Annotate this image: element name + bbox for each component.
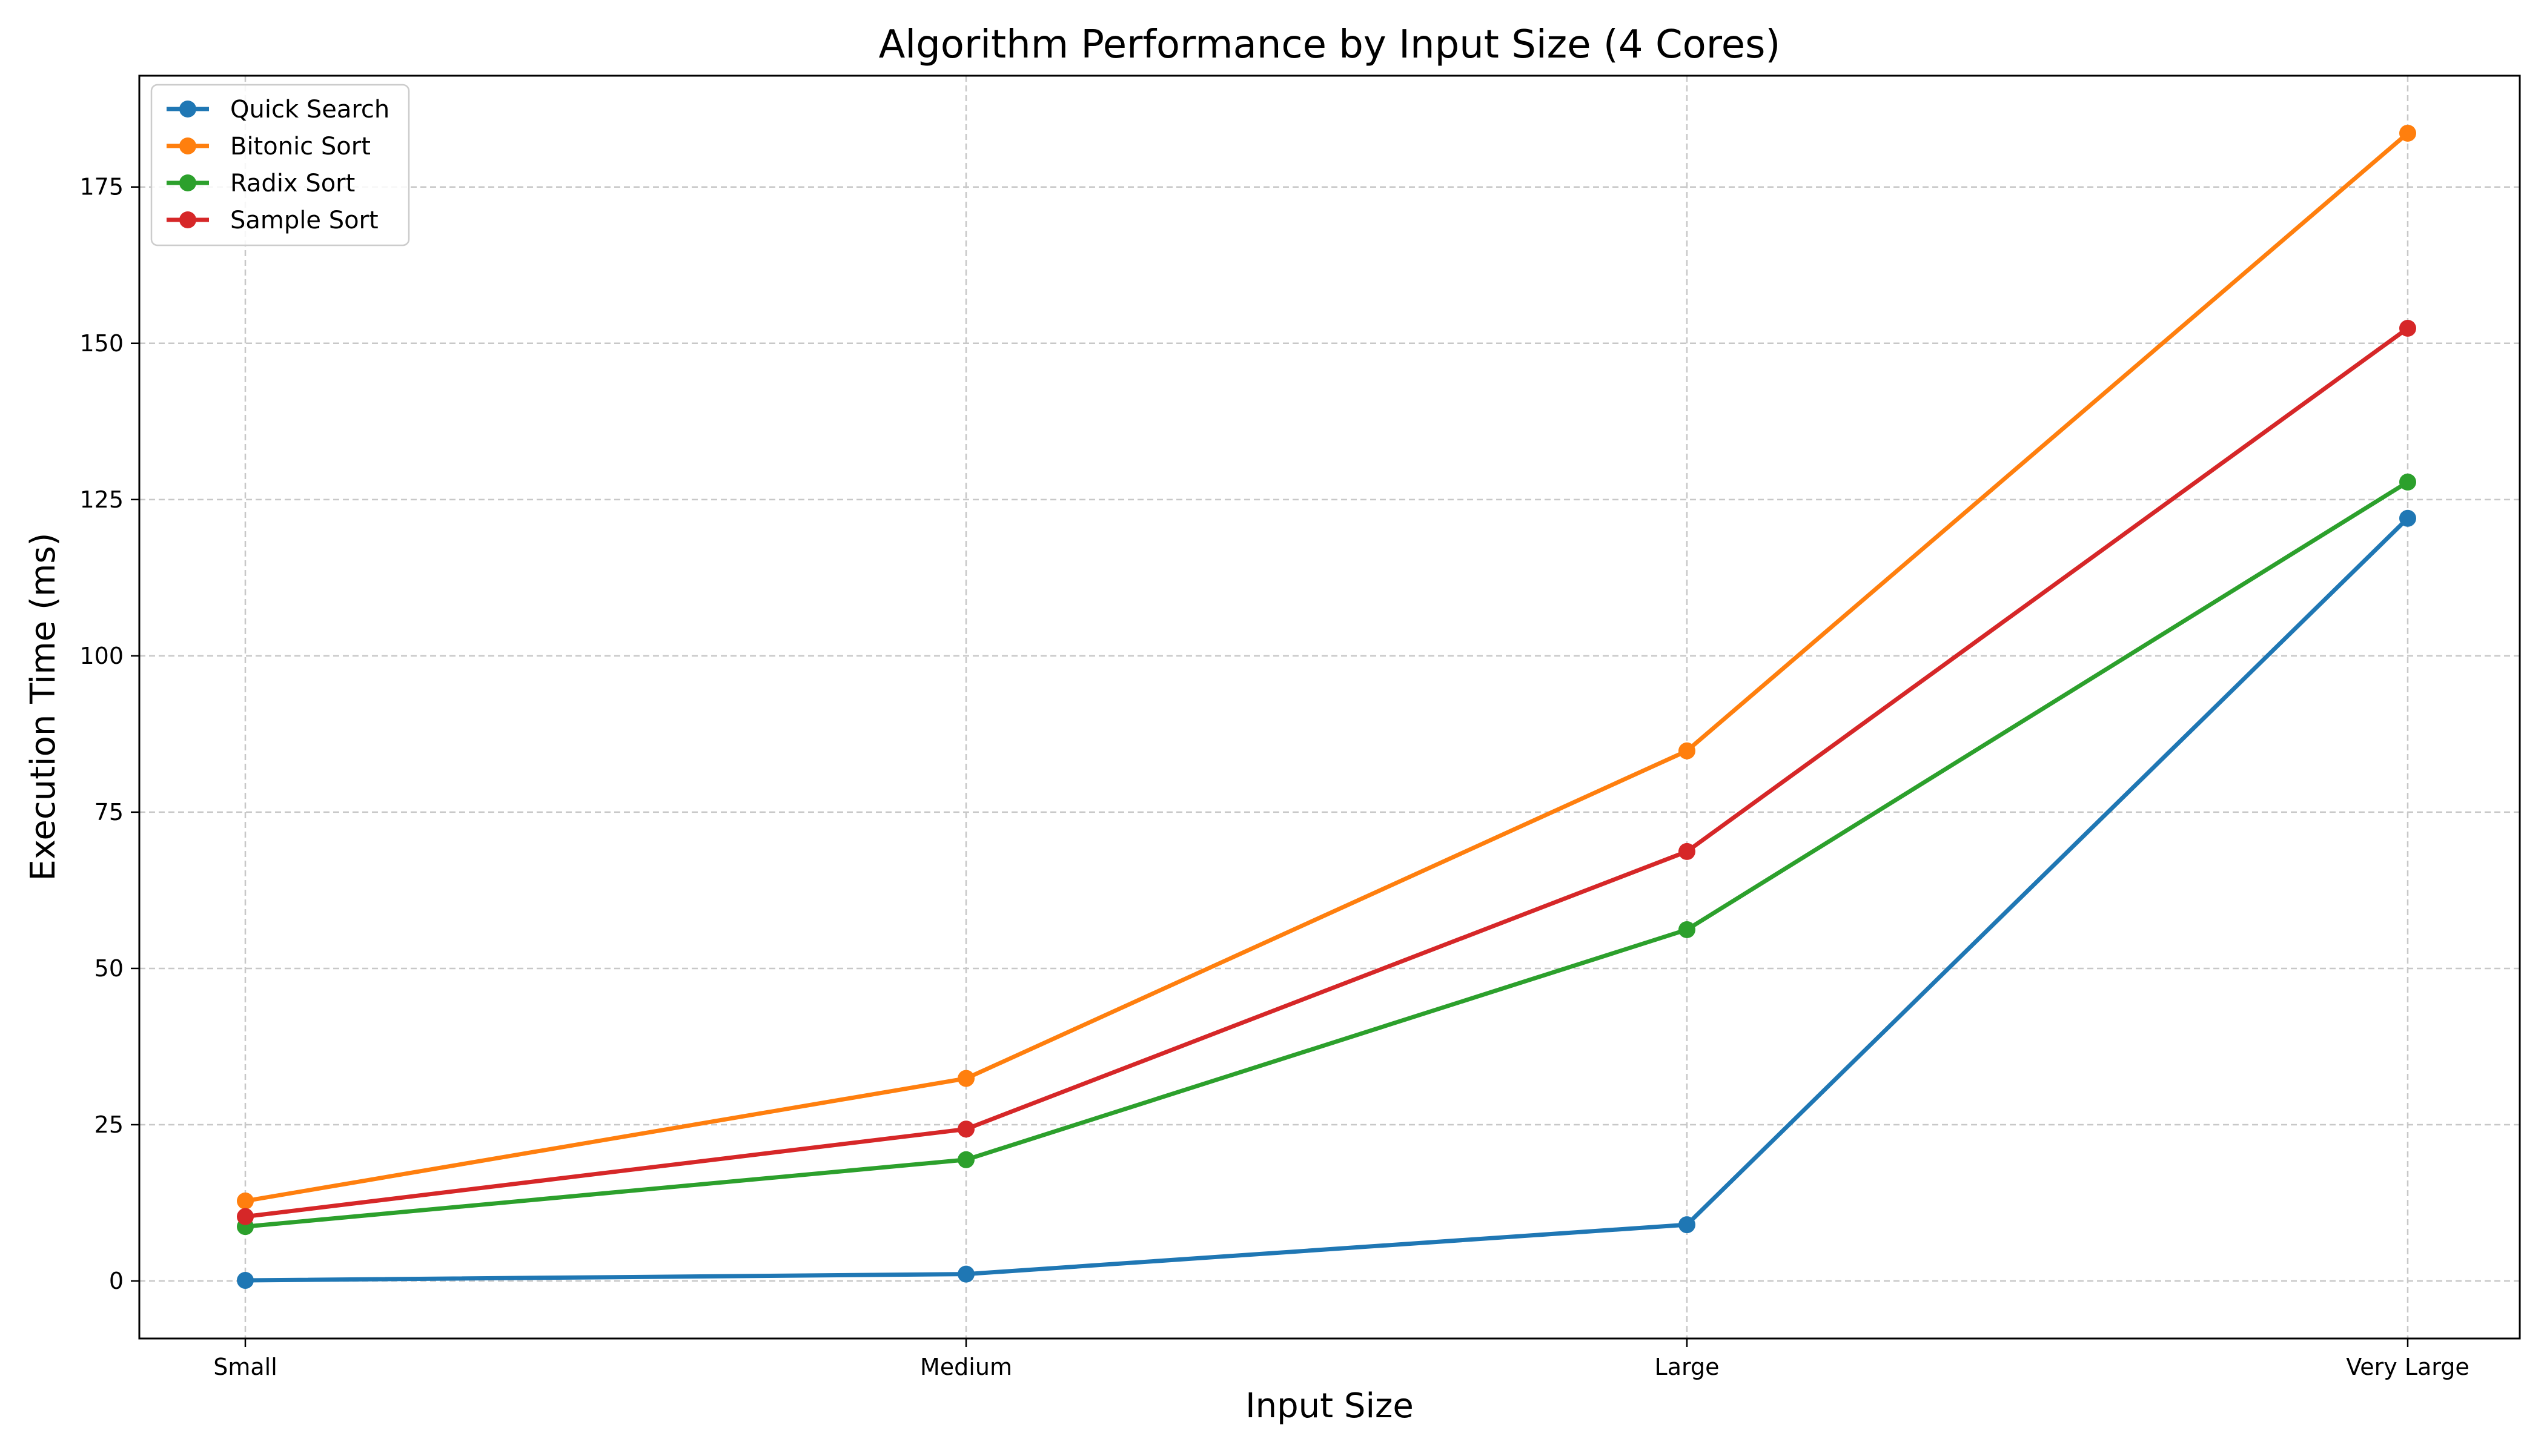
y-axis-title: Execution Time (ms) <box>24 533 63 881</box>
series-line <box>243 480 2410 1229</box>
series-bitonic-sort <box>237 124 2416 1209</box>
plot-frame <box>138 74 2521 1340</box>
series-line <box>243 131 2410 1203</box>
series-sample-sort <box>237 320 2416 1225</box>
legend-marker <box>179 174 196 191</box>
chart-title: Algorithm Performance by Input Size (4 C… <box>879 22 1781 67</box>
data-point <box>1678 842 1695 860</box>
legend-label: Quick Search <box>230 96 389 124</box>
data-point <box>237 1272 254 1289</box>
x-axis-title: Input Size <box>1245 1386 1414 1426</box>
x-tick-label: Medium <box>920 1354 1012 1380</box>
legend-item: Bitonic Sort <box>167 133 371 160</box>
data-point <box>1678 1216 1695 1234</box>
y-tick-label: 25 <box>94 1111 124 1138</box>
data-point <box>2399 509 2416 527</box>
data-point <box>958 1151 975 1168</box>
series-layer <box>237 124 2416 1289</box>
data-point <box>1678 742 1695 759</box>
series-line <box>243 516 2410 1283</box>
x-tick-label: Very Large <box>2346 1354 2469 1380</box>
data-point <box>2399 320 2416 337</box>
x-tick-label: Large <box>1655 1354 1720 1380</box>
legend-label: Sample Sort <box>230 207 379 234</box>
y-tick-label: 100 <box>79 643 124 669</box>
legend-item: Radix Sort <box>167 170 355 197</box>
data-point <box>958 1265 975 1283</box>
y-tick-label: 125 <box>79 486 124 513</box>
y-tick-label: 150 <box>79 330 124 357</box>
axes: Small Medium Large Very Large 0 25 50 75 100 125 1… <box>79 174 2469 1380</box>
legend: Quick Search Bitonic Sort Radix Sort Sample… <box>150 84 410 247</box>
data-point <box>237 1192 254 1209</box>
data-point <box>958 1070 975 1087</box>
data-point <box>1678 921 1695 938</box>
series-line <box>243 326 2410 1219</box>
x-tick-label: Small <box>213 1354 277 1380</box>
legend-label: Bitonic Sort <box>230 133 371 160</box>
data-point <box>2399 473 2416 491</box>
y-tick-label: 0 <box>109 1268 124 1294</box>
legend-marker <box>179 101 196 117</box>
legend-item: Quick Search <box>167 96 389 124</box>
series-quick-search <box>237 509 2416 1289</box>
data-point <box>958 1120 975 1138</box>
legend-marker <box>179 211 196 228</box>
data-point <box>2399 124 2416 142</box>
legend-box <box>150 84 410 247</box>
y-tick-label: 50 <box>94 955 124 982</box>
y-tick-label: 75 <box>94 799 124 826</box>
y-tick-label: 175 <box>79 174 124 200</box>
data-point <box>237 1208 254 1225</box>
legend-item: Sample Sort <box>167 207 379 234</box>
legend-label: Radix Sort <box>230 170 355 197</box>
legend-marker <box>179 137 196 154</box>
